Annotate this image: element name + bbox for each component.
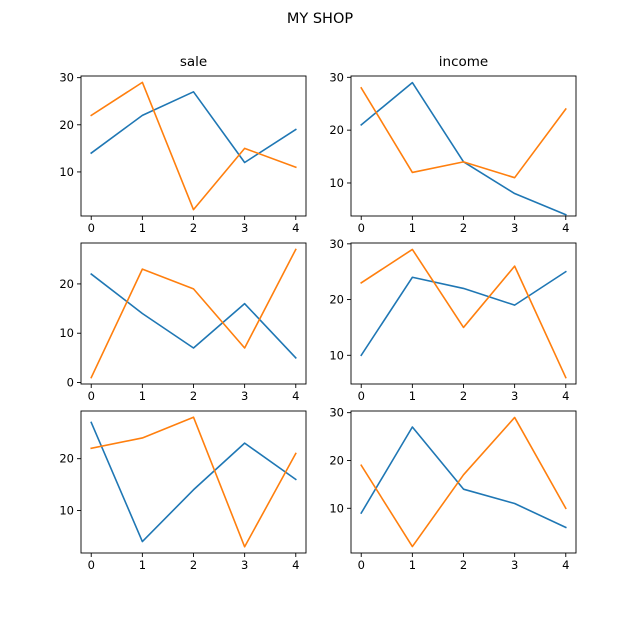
y-tick-label: 20 [59,118,74,132]
x-tick-label: 2 [460,221,467,235]
subplot-3: 0 1 2 3 4 0 10 20 [59,242,307,403]
y-tick-label: 10 [329,176,344,190]
x-tick-label: 3 [241,558,248,572]
x-tick-label: 1 [139,558,146,572]
x-tick-label: 3 [241,221,248,235]
y-tick-label: 20 [59,452,74,466]
x-tick-label: 1 [139,221,146,235]
x-tick-label: 4 [292,221,299,235]
x-tick-label: 3 [241,389,248,403]
subplot-4: 0 1 2 3 4 10 20 30 [329,237,577,403]
y-tick-label: 0 [67,376,74,390]
x-tick-label: 1 [409,221,416,235]
series-line-1 [90,272,297,360]
x-tick-label: 0 [358,558,365,572]
y-tick-label: 30 [59,71,74,85]
x-tick-label: 2 [190,389,197,403]
x-tick-label: 1 [409,558,416,572]
y-tick-label: 20 [59,277,74,291]
y-tick-label: 10 [59,326,74,340]
x-tick-label: 0 [358,221,365,235]
x-tick-label: 2 [460,389,467,403]
x-tick-label: 0 [358,389,365,403]
x-tick-label: 1 [139,389,146,403]
subplot-2: 0 1 2 3 4 10 20 30 income [329,54,577,235]
figure-title: MY SHOP [287,11,353,27]
subplot-title: sale [180,54,207,70]
y-tick-label: 10 [329,501,344,515]
subplot-5: 0 1 2 3 4 10 20 [59,410,307,572]
subplot-1: 0 1 2 3 4 10 20 30 sale [59,54,307,235]
x-tick-label: 4 [292,558,299,572]
y-tick-label: 20 [329,293,344,307]
x-tick-label: 4 [562,221,569,235]
y-tick-label: 30 [329,406,344,420]
subplot-title: income [439,54,488,70]
series-line-2 [90,416,297,548]
series-line-2 [90,81,297,211]
x-tick-label: 2 [190,221,197,235]
series-line-1 [360,270,567,357]
series-line-1 [360,426,567,529]
x-tick-label: 3 [511,389,518,403]
series-line-2 [360,416,567,548]
series-line-1 [90,90,297,164]
y-tick-label: 20 [329,123,344,137]
series-line-2 [90,248,297,379]
x-tick-label: 0 [88,558,95,572]
x-tick-label: 4 [562,558,569,572]
x-tick-label: 1 [409,389,416,403]
series-line-2 [360,86,567,179]
x-tick-label: 0 [88,389,95,403]
x-tick-label: 2 [460,558,467,572]
x-tick-label: 4 [292,389,299,403]
series-line-2 [360,248,567,379]
y-tick-label: 20 [329,453,344,467]
y-tick-label: 10 [59,165,74,179]
y-tick-label: 10 [329,348,344,362]
y-tick-label: 30 [329,237,344,251]
x-tick-label: 4 [562,389,569,403]
x-tick-label: 2 [190,558,197,572]
subplot-6: 0 1 2 3 4 10 20 30 [329,406,577,572]
y-tick-label: 10 [59,504,74,518]
y-tick-label: 30 [329,70,344,84]
series-line-1 [90,421,297,543]
x-tick-label: 3 [511,221,518,235]
x-tick-label: 0 [88,221,95,235]
x-tick-label: 3 [511,558,518,572]
